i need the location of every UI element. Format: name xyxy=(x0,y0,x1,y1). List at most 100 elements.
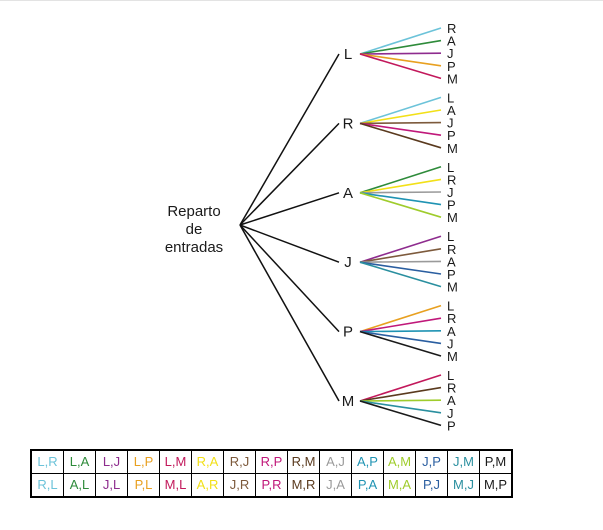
pair-cell: R,M xyxy=(287,449,320,474)
leaf-branch-L-J xyxy=(359,52,442,55)
leaf-branch-J-L xyxy=(359,235,442,263)
leaf-branch-J-R xyxy=(359,248,442,263)
table-row: L,R L,A L,J L,P L,M R,A R,J R,P R,M A,J A,P A,M J,P J… xyxy=(30,449,513,474)
node-label-A: A xyxy=(343,185,353,202)
leaf-branch-R-L xyxy=(359,96,442,125)
pair-cell: M,J xyxy=(447,473,480,498)
leaf-label-R-L: L xyxy=(447,90,454,105)
pair-cell: J,L xyxy=(95,473,128,498)
leaf-branch-J-A xyxy=(359,260,442,263)
root-branch-M xyxy=(239,224,340,402)
leaf-label-R-A: A xyxy=(447,103,456,118)
leaf-label-R-M: M xyxy=(447,141,458,156)
pair-cell: P,M xyxy=(479,449,513,474)
leaf-label-A-M: M xyxy=(447,210,458,225)
root-label-line-2: de xyxy=(185,221,203,238)
leaf-label-J-M: M xyxy=(447,280,458,295)
leaf-branch-L-R xyxy=(359,27,442,55)
leaf-branch-P-R xyxy=(359,317,442,333)
pair-cell: A,P xyxy=(351,449,384,474)
node-label-R: R xyxy=(343,115,354,132)
root-label: Reparto de entradas xyxy=(152,203,236,257)
pair-cell: M,A xyxy=(383,473,416,498)
leaf-branch-P-M xyxy=(359,330,442,357)
leaf-branch-L-P xyxy=(359,53,442,67)
leaf-label-L-R: R xyxy=(447,21,456,36)
leaf-branch-L-M xyxy=(359,53,442,80)
leaf-label-M-J: J xyxy=(447,406,454,421)
pair-cell: M,R xyxy=(287,473,320,498)
leaf-branch-A-J xyxy=(359,191,442,194)
leaf-branch-R-J xyxy=(359,121,442,125)
root-branch-L xyxy=(239,53,340,226)
leaf-branch-R-P xyxy=(359,122,442,136)
root-branch-A xyxy=(239,192,340,226)
leaf-branch-A-L xyxy=(359,166,442,194)
pair-cell: A,M xyxy=(383,449,416,474)
pair-cell: J,R xyxy=(223,473,256,498)
leaf-label-J-R: R xyxy=(447,242,456,257)
leaf-label-L-M: M xyxy=(447,71,458,86)
leaf-label-J-P: P xyxy=(447,267,456,282)
pair-cell: L,M xyxy=(159,449,192,474)
pair-cell: P,R xyxy=(255,473,288,498)
leaf-branch-A-M xyxy=(359,192,442,218)
leaf-branch-L-A xyxy=(359,39,442,55)
pair-cell: J,M xyxy=(447,449,480,474)
root-label-line-1: Reparto xyxy=(167,203,221,220)
pairs-table: L,R L,A L,J L,P L,M R,A R,J R,P R,M A,J A,P A,M J,P J… xyxy=(30,449,513,498)
pair-cell: R,P xyxy=(255,449,288,474)
pair-cell: L,A xyxy=(63,449,96,474)
leaf-branch-R-M xyxy=(359,122,442,149)
pair-cell: P,J xyxy=(415,473,448,498)
leaf-branch-M-J xyxy=(359,400,442,414)
root-branch-R xyxy=(239,122,340,226)
leaf-label-R-P: P xyxy=(447,128,456,143)
node-label-M: M xyxy=(342,393,355,410)
leaf-label-P-M: M xyxy=(447,349,458,364)
pair-cell: R,J xyxy=(223,449,256,474)
leaf-label-A-P: P xyxy=(447,198,456,213)
leaf-label-P-J: J xyxy=(447,336,454,351)
pair-cell: A,L xyxy=(63,473,96,498)
leaf-label-P-L: L xyxy=(447,299,454,314)
root-label-line-3: entradas xyxy=(164,239,224,256)
root-branch-J xyxy=(239,224,340,263)
pair-cell: R,L xyxy=(30,473,64,498)
pair-cell: R,A xyxy=(191,449,224,474)
pair-cell: L,R xyxy=(30,449,64,474)
pair-cell: J,A xyxy=(319,473,352,498)
leaf-label-J-A: A xyxy=(447,254,456,269)
pair-cell: J,P xyxy=(415,449,448,474)
leaf-branch-J-P xyxy=(359,261,442,275)
leaf-branch-P-J xyxy=(359,330,442,345)
node-label-L: L xyxy=(344,46,352,63)
pair-cell: A,R xyxy=(191,473,224,498)
pair-cell: M,P xyxy=(479,473,513,498)
leaf-label-L-P: P xyxy=(447,59,456,74)
pair-cell: P,L xyxy=(127,473,160,498)
pair-cell: P,A xyxy=(351,473,384,498)
leaf-label-M-L: L xyxy=(447,368,454,383)
leaf-branch-M-P xyxy=(359,400,442,427)
leaf-branch-A-P xyxy=(359,192,442,206)
leaf-label-M-A: A xyxy=(447,393,456,408)
node-label-J: J xyxy=(344,254,352,271)
pair-cell: L,J xyxy=(95,449,128,474)
leaf-label-P-A: A xyxy=(447,324,456,339)
pair-cell: M,L xyxy=(159,473,192,498)
leaf-branch-M-R xyxy=(359,386,442,402)
top-divider xyxy=(0,0,603,1)
leaf-branch-M-L xyxy=(359,374,442,402)
leaf-label-M-P: P xyxy=(447,418,456,433)
table-row: R,L A,L J,L P,L M,L A,R J,R P,R M,R J,A P,A M,A P,J M… xyxy=(30,473,513,498)
pair-cell: A,J xyxy=(319,449,352,474)
leaf-branch-P-A xyxy=(359,330,442,333)
leaf-branch-P-L xyxy=(359,304,442,333)
leaf-label-L-J: J xyxy=(447,46,454,61)
root-branch-P xyxy=(239,224,340,333)
pair-cell: L,P xyxy=(127,449,160,474)
leaf-label-J-L: L xyxy=(447,229,454,244)
leaf-label-A-J: J xyxy=(447,185,454,200)
